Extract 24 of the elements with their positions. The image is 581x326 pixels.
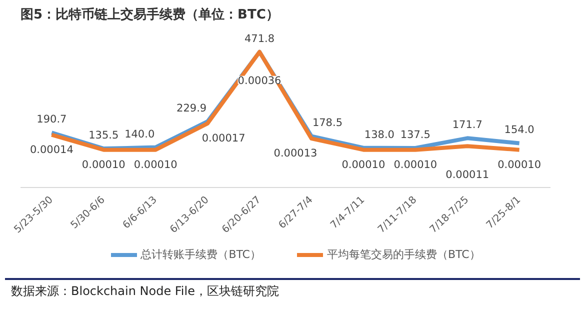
- data-label: 135.5: [88, 130, 119, 142]
- data-label: 190.7: [36, 114, 67, 126]
- data-label: 154.0: [504, 124, 534, 136]
- data-label: 229.9: [176, 102, 207, 114]
- legend-item: 总计转账手续费（BTC）: [110, 248, 261, 261]
- data-label: 471.8: [244, 32, 275, 45]
- data-label: 0.00010: [342, 158, 386, 171]
- data-label: 171.7: [452, 119, 482, 132]
- data-label: 0.00011: [446, 169, 490, 182]
- chart-title: 图5：比特币链上交易手续费（单位：BTC）: [20, 6, 279, 22]
- data-label: 0.00010: [394, 158, 438, 171]
- data-label: 0.00010: [134, 158, 178, 171]
- data-label: 0.00013: [274, 148, 318, 160]
- data-label: 140.0: [124, 128, 155, 140]
- source-note: 数据来源：Blockchain Node File，区块链研究院: [11, 282, 279, 300]
- data-label: 0.00036: [238, 74, 282, 87]
- data-label: 178.5: [312, 117, 343, 130]
- data-label: 137.5: [400, 128, 430, 141]
- data-label: 0.00017: [202, 132, 246, 144]
- data-label: 0.00010: [498, 158, 542, 171]
- data-label: 0.00010: [82, 158, 126, 171]
- legend-item: 平均每笔交易的手续费（BTC）: [297, 248, 480, 261]
- data-label: 0.00014: [30, 144, 74, 156]
- data-label: 138.0: [364, 128, 394, 141]
